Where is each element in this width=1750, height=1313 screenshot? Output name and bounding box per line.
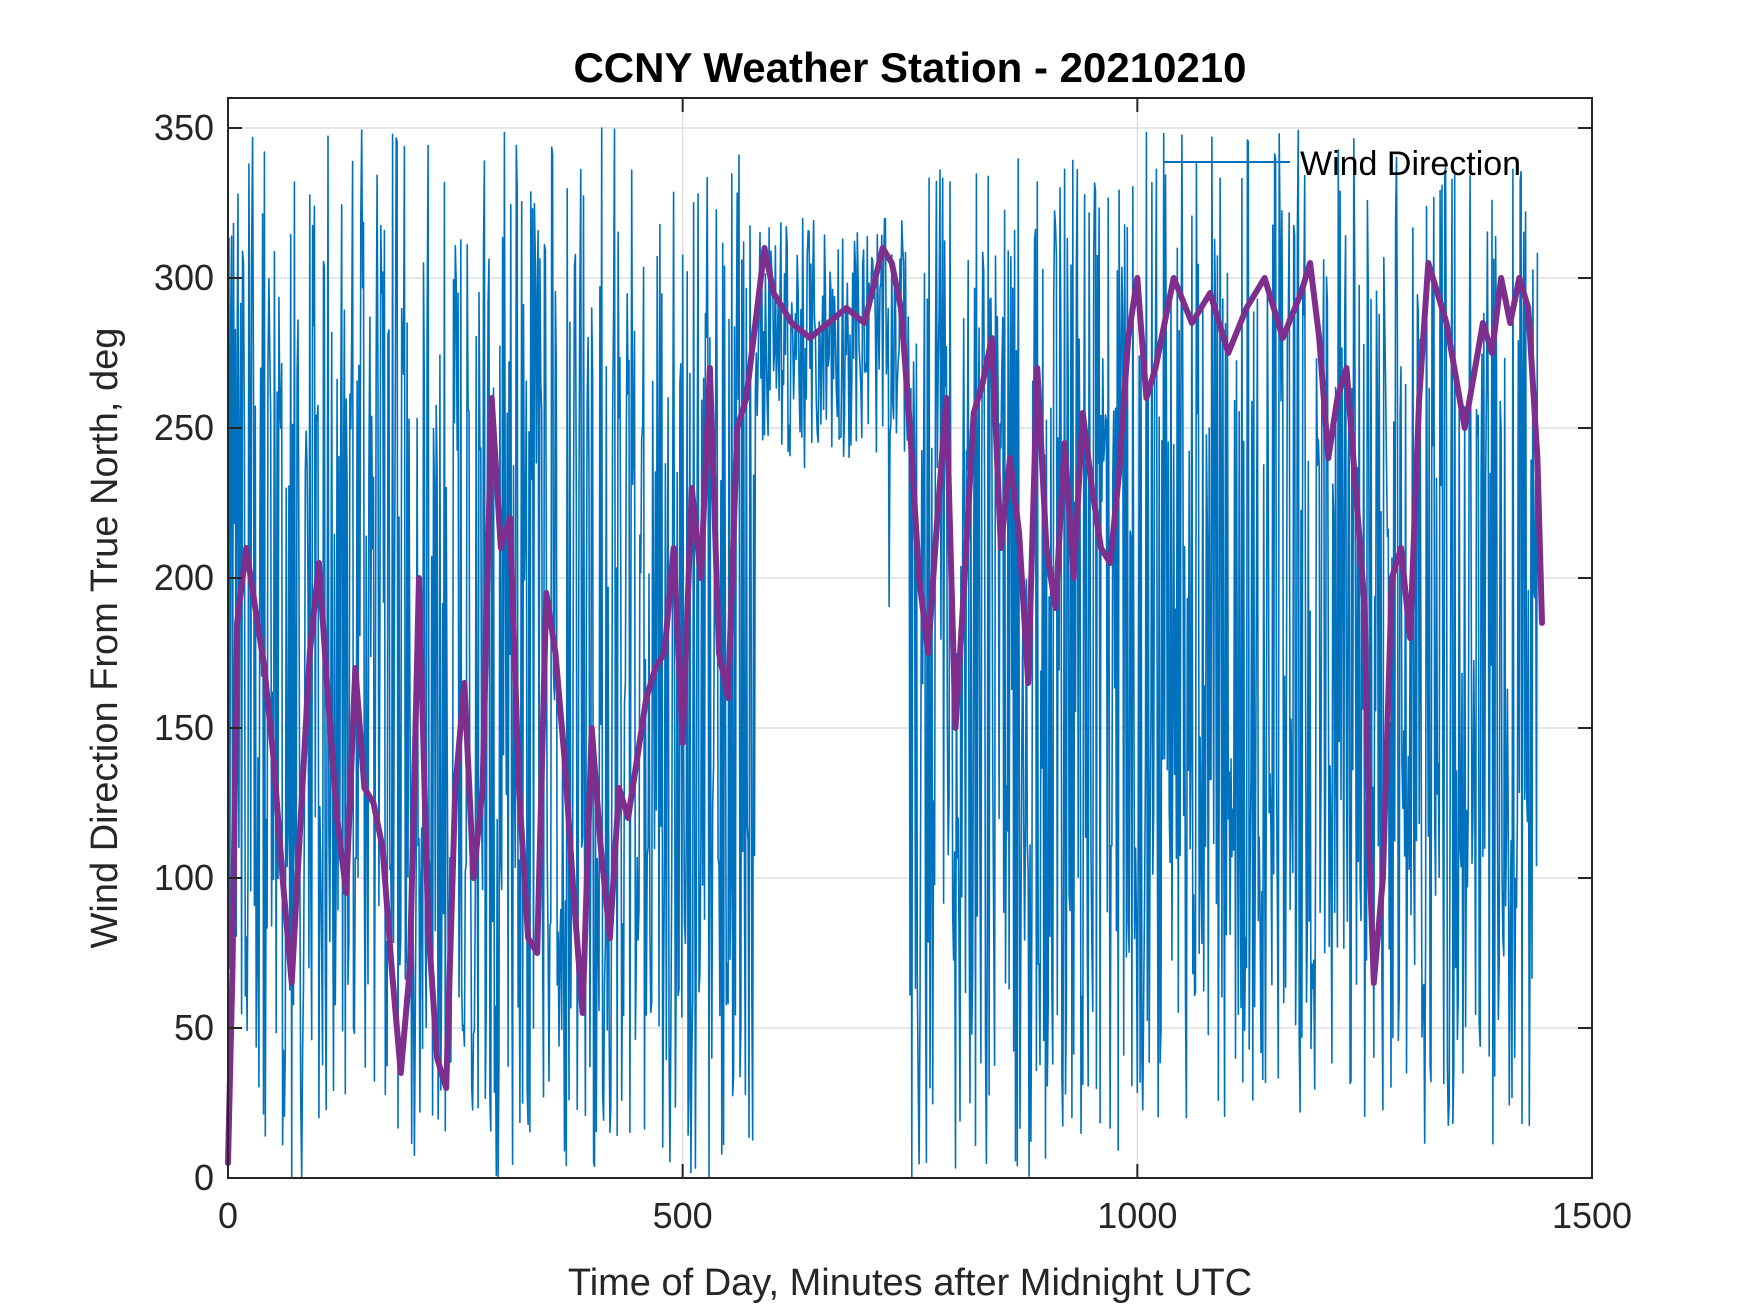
x-tick-label: 1000 bbox=[1097, 1195, 1177, 1236]
x-tick-label: 1500 bbox=[1552, 1195, 1632, 1236]
y-tick-label: 300 bbox=[154, 257, 214, 298]
raw-series-layer bbox=[227, 127, 1539, 1179]
y-tick-label: 200 bbox=[154, 557, 214, 598]
legend-label-wind-direction: Wind Direction bbox=[1300, 145, 1521, 183]
axes-frame bbox=[227, 97, 1593, 1179]
y-tick-label: 100 bbox=[154, 857, 214, 898]
x-axis-label: Time of Day, Minutes after Midnight UTC bbox=[568, 1262, 1252, 1304]
y-tick-label: 0 bbox=[194, 1157, 214, 1198]
y-tick-label: 350 bbox=[154, 107, 214, 148]
legend: Wind Direction bbox=[1163, 145, 1521, 183]
y-tick-label: 250 bbox=[154, 407, 214, 448]
y-axis-label: Wind Direction From True North, deg bbox=[84, 328, 126, 949]
y-tick-label: 50 bbox=[174, 1007, 214, 1048]
smoothed-series-layer bbox=[225, 245, 1545, 1166]
x-tick-label: 500 bbox=[653, 1195, 713, 1236]
x-tick-label: 0 bbox=[218, 1195, 238, 1236]
axis-ticks: 0 50 100 150 200 250 300 350 0 500 1000 1500 bbox=[154, 98, 1632, 1236]
chart-title: CCNY Weather Station - 20210210 bbox=[573, 44, 1246, 91]
series-line-smoothed bbox=[225, 245, 1545, 1166]
y-tick-label: 150 bbox=[154, 707, 214, 748]
series-line-wind-direction bbox=[227, 127, 1539, 1179]
